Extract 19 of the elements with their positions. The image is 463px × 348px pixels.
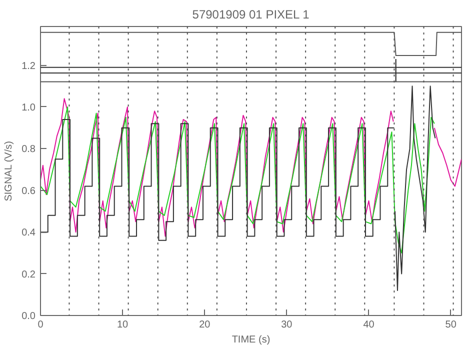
y-tick-label: 1.0 [22, 102, 36, 114]
y-axis-title: SIGNAL (V/s) [4, 141, 15, 202]
x-axis-title: TIME (s) [232, 334, 270, 346]
x-tick-label: 50 [445, 320, 457, 330]
x-tick-label: 30 [281, 320, 293, 330]
chart-title: 57901909 01 PIXEL 1 [192, 8, 310, 22]
y-tick-label: 0.4 [22, 228, 36, 239]
y-tick-label: 0.0 [22, 311, 36, 322]
x-tick-label: 40 [363, 320, 375, 330]
y-tick-label: 0.2 [22, 269, 36, 280]
line-series [434, 127, 462, 187]
x-tick-label: 0 [38, 320, 44, 330]
x-tick-label: 10 [117, 320, 129, 330]
x-tick-label: 20 [199, 320, 211, 330]
line-series [40, 106, 435, 254]
y-tick-label: 0.8 [22, 144, 36, 156]
y-tick-label: 0.6 [22, 186, 36, 197]
line-series [394, 86, 436, 291]
y-tick-label: 1.2 [22, 60, 36, 72]
